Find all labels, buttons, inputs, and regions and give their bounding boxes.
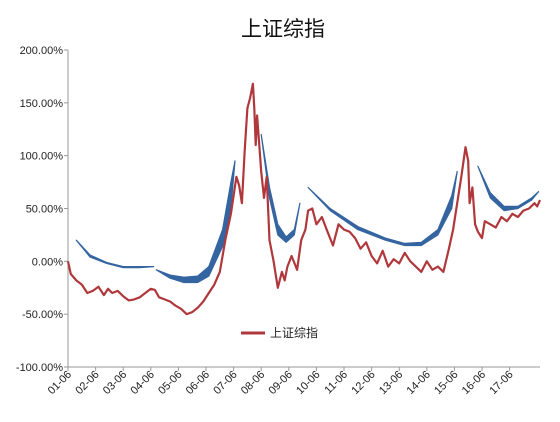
overlay-band [477,165,540,212]
chart-title: 上证综指 [241,17,325,41]
x-ticks: 01-06 02-06 03-06 04-06 05-06 06-06 07-06 08-06… [46,367,516,397]
overlay-bands [75,133,540,284]
x-tick-label: 08-06 [239,369,267,397]
y-tick-label: 50.00% [26,204,64,216]
series-lines [66,82,542,316]
x-tick-label: 12-06 [349,369,377,397]
x-tick-label: 13-06 [377,369,405,397]
y-tick-label: -50.00% [22,309,63,321]
x-tick-label: 11-06 [322,369,350,397]
x-tick-label: 09-06 [267,369,295,397]
x-tick-label: 02-06 [73,369,101,397]
overlay-band [155,160,236,284]
x-tick-label: 04-06 [129,369,157,397]
legend-label: 上证综指 [270,325,318,340]
series-line-shanghai-composite [66,82,542,316]
y-tick-label: 0.00% [32,256,63,268]
y-tick-label: 150.00% [20,98,64,110]
overlay-band [260,133,301,243]
x-tick-label: 03-06 [101,369,129,397]
axes [67,50,540,368]
x-tick-label: 10-06 [294,369,322,397]
x-tick-label: 05-06 [156,369,184,397]
y-ticks: -100.00% -50.00% 0.00% 50.00% 100.00% 150.00%… [16,45,68,374]
overlay-band [75,239,155,269]
x-tick-label: 14-06 [405,369,433,397]
y-tick-label: -100.00% [16,362,63,374]
legend: 上证综指 [241,325,318,340]
x-tick-label: 07-06 [211,369,239,397]
x-tick-label: 16-06 [460,369,488,397]
x-tick-label: 15-06 [432,369,460,397]
y-tick-label: 100.00% [20,151,64,163]
x-tick-label: 06-06 [184,369,212,397]
y-tick-label: 200.00% [20,45,64,57]
x-tick-label: 17-06 [487,369,515,397]
overlay-band [307,170,458,247]
